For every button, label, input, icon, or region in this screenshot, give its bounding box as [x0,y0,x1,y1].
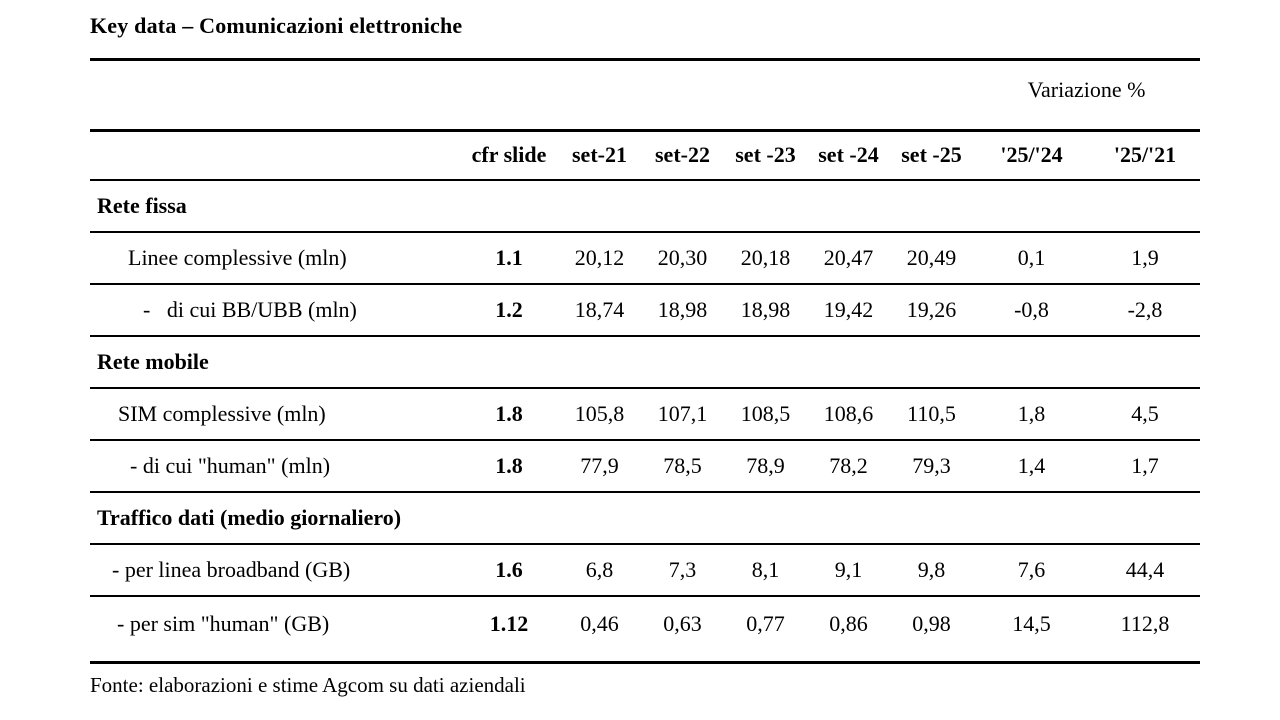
variation-value: -0,8 [973,283,1090,337]
period-value: 8,1 [724,543,807,597]
data-row: Linee complessive (mln) 1.1 20,12 20,30 20,1… [90,231,1201,285]
period-value: 20,30 [641,231,724,285]
variation-value: 14,5 [973,595,1090,664]
page-title: Key data – Comunicazioni elettroniche [90,13,463,38]
cfr-slide-value: 1.6 [460,543,558,597]
column-header-set-23: set -23 [724,130,807,181]
period-value: 18,98 [641,283,724,337]
period-value: 20,18 [724,231,807,285]
period-value: 77,9 [558,439,641,493]
section-row: Traffico dati (medio giornaliero) [90,491,1201,545]
row-label: - di cui "human" (mln) [90,439,460,493]
row-label: SIM complessive (mln) [90,387,460,441]
cfr-slide-value: 1.12 [460,595,558,664]
row-label: Linee complessive (mln) [90,231,460,285]
period-value: 78,5 [641,439,724,493]
section-label: Rete fissa [90,179,1201,233]
section-label: Rete mobile [90,335,1201,389]
column-header-set-25: set -25 [890,130,973,181]
period-value: 18,74 [558,283,641,337]
period-value: 6,8 [558,543,641,597]
column-header-25-21: '25/'21 [1090,130,1201,181]
period-value: 110,5 [890,387,973,441]
column-header-set-21: set-21 [558,130,641,181]
period-value: 20,49 [890,231,973,285]
variation-value: 1,8 [973,387,1090,441]
period-value: 107,1 [641,387,724,441]
row-label: - per sim "human" (GB) [90,595,460,664]
key-data-table: Variazione % cfr slide set-21 set-22 set -2… [90,58,1201,664]
column-header-set-24: set -24 [807,130,890,181]
period-value: 9,8 [890,543,973,597]
period-value: 105,8 [558,387,641,441]
period-value: 20,47 [807,231,890,285]
period-value: 108,5 [724,387,807,441]
table-body: Rete fissa Linee complessive (mln) 1.1 20,1… [90,179,1201,664]
variation-value: 7,6 [973,543,1090,597]
variazione-header: Variazione % [973,59,1201,132]
variation-value: 44,4 [1090,543,1201,597]
section-row: Rete mobile [90,335,1201,389]
period-value: 9,1 [807,543,890,597]
period-value: 7,3 [641,543,724,597]
row-label: - di cui BB/UBB (mln) [90,283,460,337]
period-value: 0,46 [558,595,641,664]
variation-value: 1,4 [973,439,1090,493]
empty-cell [90,59,973,132]
variazione-header-row: Variazione % [90,59,1201,132]
cfr-slide-value: 1.8 [460,439,558,493]
column-header-set-22: set-22 [641,130,724,181]
cfr-slide-value: 1.8 [460,387,558,441]
period-value: 0,63 [641,595,724,664]
variation-value: 0,1 [973,231,1090,285]
variation-value: 1,9 [1090,231,1201,285]
variation-value: 4,5 [1090,387,1201,441]
column-header-cfr-slide: cfr slide [460,130,558,181]
source-note: Fonte: elaborazioni e stime Agcom su dat… [90,673,526,697]
section-label: Traffico dati (medio giornaliero) [90,491,1201,545]
data-row: - per linea broadband (GB) 1.6 6,8 7,3 8,1 9,… [90,543,1201,597]
variation-value: 1,7 [1090,439,1201,493]
cfr-slide-value: 1.1 [460,231,558,285]
period-value: 78,9 [724,439,807,493]
period-value: 108,6 [807,387,890,441]
column-header-row: cfr slide set-21 set-22 set -23 set -24 set -… [90,130,1201,181]
data-row: - di cui BB/UBB (mln) 1.2 18,74 18,98 18,98 1… [90,283,1201,337]
column-header-empty [90,130,460,181]
data-row: SIM complessive (mln) 1.8 105,8 107,1 108,5 1… [90,387,1201,441]
period-value: 18,98 [724,283,807,337]
variation-value: 112,8 [1090,595,1201,664]
cfr-slide-value: 1.2 [460,283,558,337]
period-value: 0,98 [890,595,973,664]
period-value: 78,2 [807,439,890,493]
period-value: 0,86 [807,595,890,664]
table-header: Variazione % cfr slide set-21 set-22 set -2… [90,59,1201,181]
period-value: 79,3 [890,439,973,493]
period-value: 19,42 [807,283,890,337]
row-label: - per linea broadband (GB) [90,543,460,597]
column-header-25-24: '25/'24 [973,130,1090,181]
period-value: 19,26 [890,283,973,337]
section-row: Rete fissa [90,179,1201,233]
data-row: - di cui "human" (mln) 1.8 77,9 78,5 78,9 78,… [90,439,1201,493]
variation-value: -2,8 [1090,283,1201,337]
period-value: 20,12 [558,231,641,285]
data-row: - per sim "human" (GB) 1.12 0,46 0,63 0,77 0,… [90,595,1201,664]
period-value: 0,77 [724,595,807,664]
